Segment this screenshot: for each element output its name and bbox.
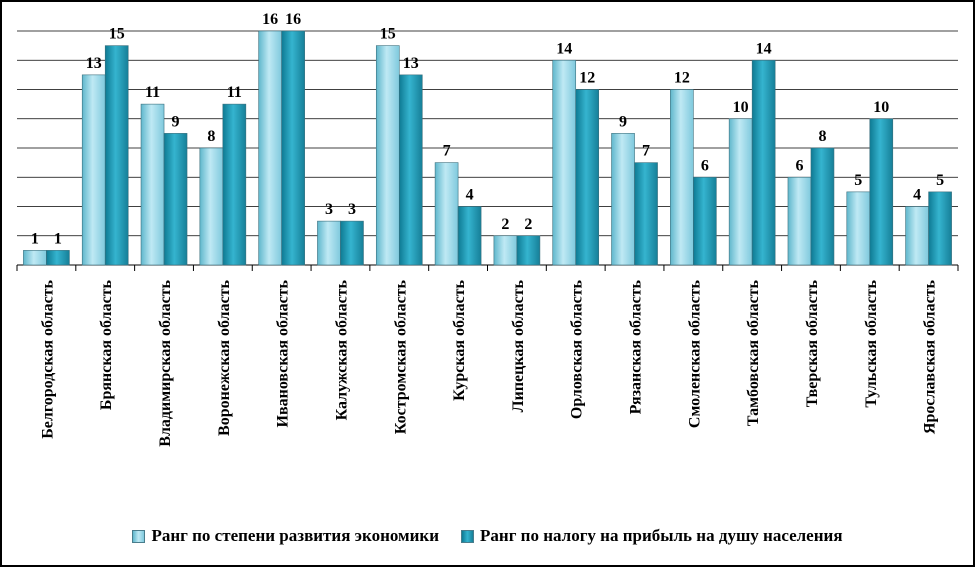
x-tick-label: Смоленская область [686,279,703,428]
bar-tax [516,235,541,266]
data-label-economy: 10 [733,99,749,116]
data-label-tax: 9 [172,113,180,130]
x-tick-label: Владимирская область [157,279,174,446]
legend-item-economy: Ранг по степени развития экономики [132,526,439,546]
x-tick-label: Орловская область [569,279,586,419]
data-label-tax: 2 [524,216,532,233]
data-label-economy: 16 [262,11,278,28]
data-label-economy: 13 [86,55,102,72]
x-tick-label: Тамбовская область [745,279,762,426]
bar-economy [375,45,400,266]
x-tick-labels: Белгородская область Брянская область Влад… [39,279,938,446]
bar-economy [199,147,224,266]
data-label-economy: 2 [501,216,509,233]
data-label-economy: 3 [325,201,333,218]
bar-tax [928,191,952,266]
x-tick-label: Брянская область [98,279,115,410]
data-label-economy: 5 [854,172,862,189]
x-tick-label: Ивановская область [275,279,292,427]
data-label-economy: 8 [207,128,215,145]
legend-swatch-tax [461,529,475,543]
bar-tax [281,30,305,266]
legend: Ранг по степени развития экономики Ранг … [0,524,975,548]
data-label-economy: 6 [795,157,803,174]
legend-label-economy: Ранг по степени развития экономики [151,526,440,545]
data-label-economy: 12 [674,70,690,87]
data-label-economy: 14 [556,40,572,57]
bar-tax [46,250,70,266]
data-label-tax: 10 [873,99,889,116]
data-label-tax: 3 [348,201,356,218]
bar-tax [398,74,423,266]
bar-economy [787,176,812,266]
x-tick-label: Воронежская область [216,279,233,435]
bar-economy [23,250,47,266]
data-label-economy: 1 [31,230,39,247]
bar-economy [552,59,577,266]
bar-tax [163,133,188,266]
legend-label-tax: Ранг по налогу на прибыль на душу населе… [480,526,843,545]
bar-tax [634,162,658,266]
legend-item-tax: Ранг по налогу на прибыль на душу населе… [461,526,843,546]
bar-tax [104,45,129,266]
data-label-tax: 6 [701,157,709,174]
data-label-tax: 4 [466,187,474,204]
data-label-tax: 13 [403,55,419,72]
x-tick-label: Ярославская область [922,279,939,434]
bar-economy [493,235,518,266]
data-label-economy: 15 [380,26,396,43]
x-tick-label: Рязанская область [628,279,645,414]
bar-economy [140,103,165,266]
bar-tax [869,118,894,266]
data-label-tax: 7 [642,143,650,160]
data-label-economy: 7 [443,143,451,160]
x-tick-label: Тверская область [804,279,821,407]
x-tick-label: Тульская область [863,279,880,407]
bar-economy [258,30,282,266]
x-tick-label: Курская область [451,279,468,400]
bar-tax [222,103,247,266]
x-tick-label: Белгородская область [39,279,56,438]
bar-economy [317,220,341,266]
data-label-tax: 16 [285,11,301,28]
data-label-economy: 11 [145,84,160,101]
x-tick-label: Калужская область [333,279,350,420]
bar-tax [810,147,835,266]
bar-tax [457,206,482,266]
bar-economy [728,118,753,266]
data-label-tax: 5 [936,172,944,189]
data-label-tax: 14 [756,40,772,57]
data-label-tax: 12 [579,70,595,87]
bar-economy [611,133,635,266]
data-label-tax: 1 [54,230,62,247]
bar-tax [751,59,776,266]
bar-tax [693,176,717,266]
data-label-tax: 11 [227,84,242,101]
bar-economy [846,191,871,266]
bar-economy [905,206,929,266]
data-label-tax: 8 [818,128,826,145]
bar-economy [81,74,106,266]
bar-tax [340,220,364,266]
legend-swatch-economy [132,529,146,543]
bar-economy [670,89,694,266]
data-label-economy: 9 [619,113,627,130]
x-tick-label: Костромская область [392,279,409,434]
bar-economy [434,162,459,266]
x-tick-label: Липецкая область [510,279,527,412]
bar-tax [575,89,600,266]
bars [23,30,952,266]
data-label-economy: 4 [913,187,921,204]
data-label-tax: 15 [109,26,125,43]
